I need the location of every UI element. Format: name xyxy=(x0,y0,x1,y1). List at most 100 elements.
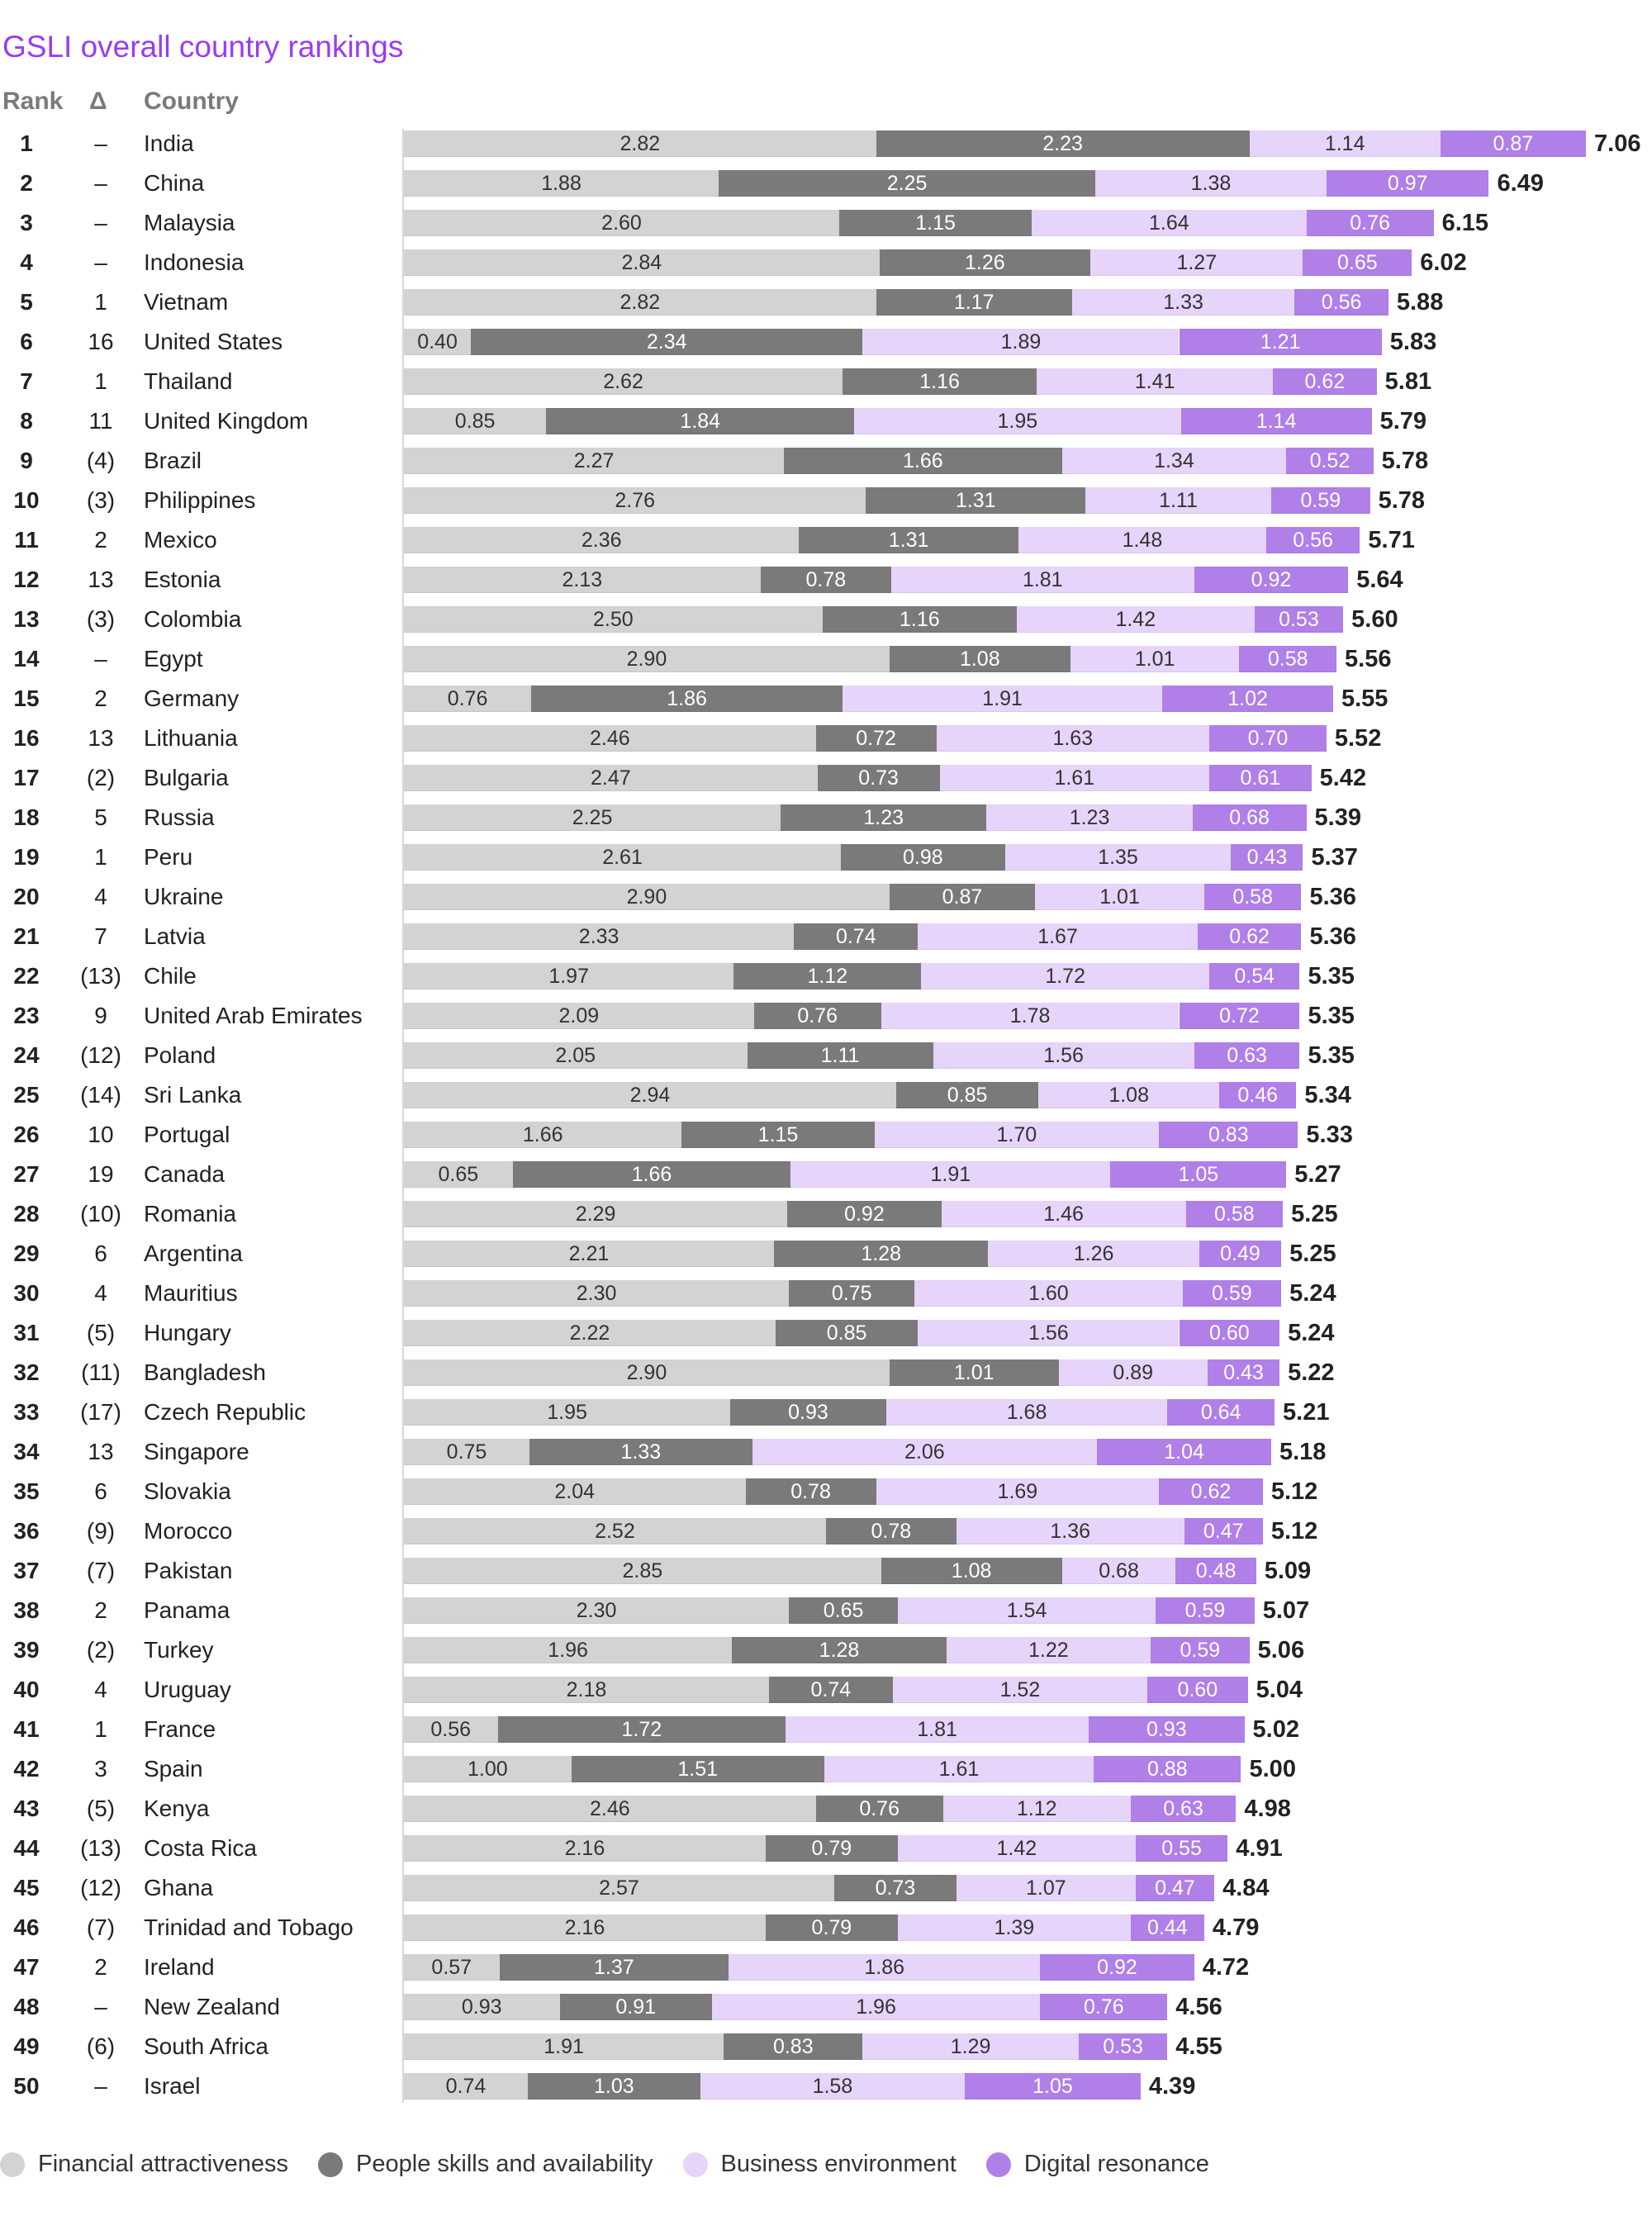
business-segment: 1.33 xyxy=(1071,289,1295,316)
people-segment: 0.79 xyxy=(765,1835,898,1862)
business-segment: 1.60 xyxy=(914,1280,1183,1307)
delta-label: 2 xyxy=(94,1597,107,1623)
legend-label: Financial attractiveness xyxy=(38,2151,289,2177)
business-segment: 1.35 xyxy=(1004,844,1232,871)
total-label: 5.27 xyxy=(1294,1161,1341,1188)
delta-label: 1 xyxy=(94,844,107,870)
delta-label: 9 xyxy=(94,1003,107,1028)
people-segment: 0.79 xyxy=(765,1914,898,1941)
business-segment: 1.91 xyxy=(843,686,1163,712)
total-label: 5.25 xyxy=(1289,1241,1336,1267)
digital-segment: 0.64 xyxy=(1167,1399,1275,1426)
delta-header: Δ xyxy=(89,88,107,115)
people-segment: 1.28 xyxy=(732,1637,947,1663)
rank-label: 25 xyxy=(13,1082,40,1108)
total-label: 6.49 xyxy=(1497,170,1544,197)
delta-label: (12) xyxy=(80,1042,121,1068)
total-label: 5.24 xyxy=(1288,1320,1335,1346)
business-segment: 1.61 xyxy=(824,1756,1094,1782)
country-label: Peru xyxy=(144,844,193,870)
financial-segment: 0.76 xyxy=(404,686,532,712)
rank-label: 5 xyxy=(20,289,33,315)
business-segment: 1.54 xyxy=(897,1597,1156,1624)
total-label: 6.02 xyxy=(1420,249,1467,276)
people-segment: 0.93 xyxy=(730,1399,886,1426)
financial-segment: 2.16 xyxy=(404,1914,766,1941)
total-label: 5.60 xyxy=(1351,606,1398,633)
business-segment: 1.42 xyxy=(897,1835,1136,1862)
country-label: Indonesia xyxy=(144,249,244,275)
business-segment: 1.39 xyxy=(897,1914,1131,1941)
rank-label: 24 xyxy=(13,1042,40,1068)
financial-segment: 2.21 xyxy=(404,1241,774,1267)
delta-label: – xyxy=(94,646,107,671)
financial-segment: 0.74 xyxy=(404,2073,528,2100)
business-segment: 1.23 xyxy=(986,804,1193,831)
country-label: Latvia xyxy=(144,923,206,949)
financial-segment: 1.97 xyxy=(404,963,734,989)
financial-segment: 1.95 xyxy=(404,1399,731,1426)
legend-label: Business environment xyxy=(720,2151,957,2177)
digital-segment: 0.44 xyxy=(1130,1914,1204,1941)
financial-segment: 2.30 xyxy=(404,1280,790,1307)
total-label: 4.79 xyxy=(1212,1914,1260,1941)
business-segment: 1.91 xyxy=(790,1161,1111,1188)
rank-label: 3 xyxy=(20,210,33,235)
country-label: Spain xyxy=(144,1756,203,1782)
digital-segment: 0.63 xyxy=(1194,1042,1300,1069)
delta-label: 7 xyxy=(94,923,107,949)
country-label: Lithuania xyxy=(144,725,238,751)
country-label: Argentina xyxy=(144,1241,243,1266)
rank-label: 7 xyxy=(20,368,33,394)
total-label: 5.35 xyxy=(1308,963,1355,989)
legend-label: People skills and availability xyxy=(356,2151,653,2177)
delta-label: 19 xyxy=(88,1161,114,1187)
business-segment: 0.89 xyxy=(1058,1359,1208,1386)
rank-label: 20 xyxy=(13,884,40,909)
rank-label: 33 xyxy=(13,1399,40,1425)
country-label: Ireland xyxy=(144,1954,215,1980)
digital-segment: 1.05 xyxy=(965,2073,1141,2100)
digital-segment: 0.61 xyxy=(1208,765,1312,791)
rank-label: 28 xyxy=(13,1201,40,1226)
digital-segment: 0.60 xyxy=(1179,1320,1280,1346)
business-segment: 1.01 xyxy=(1035,884,1204,910)
financial-segment: 2.90 xyxy=(404,884,890,910)
rank-label: 17 xyxy=(13,765,40,790)
delta-label: 6 xyxy=(94,1478,107,1504)
financial-segment: 2.82 xyxy=(404,289,876,316)
country-label: Chile xyxy=(144,963,197,989)
people-segment: 1.08 xyxy=(889,646,1070,672)
business-segment: 1.29 xyxy=(862,2033,1079,2060)
delta-label: 1 xyxy=(94,368,107,394)
delta-label: (14) xyxy=(80,1082,121,1108)
digital-segment: 0.43 xyxy=(1231,844,1303,871)
rank-label: 14 xyxy=(13,646,40,671)
digital-segment: 0.47 xyxy=(1135,1875,1215,1901)
people-segment: 1.51 xyxy=(571,1756,824,1782)
rank-label: 21 xyxy=(13,923,40,949)
business-segment: 1.22 xyxy=(946,1637,1151,1663)
delta-label: – xyxy=(94,249,107,275)
digital-segment: 0.46 xyxy=(1219,1082,1297,1108)
country-label: Bulgaria xyxy=(144,765,229,790)
delta-label: (5) xyxy=(86,1796,116,1821)
financial-segment: 0.75 xyxy=(404,1439,530,1465)
people-segment: 0.73 xyxy=(833,1875,957,1901)
financial-segment: 0.65 xyxy=(404,1161,513,1188)
total-label: 5.39 xyxy=(1314,804,1361,831)
rank-label: 22 xyxy=(13,963,40,989)
delta-label: (2) xyxy=(86,765,116,790)
digital-segment: 0.59 xyxy=(1182,1280,1282,1307)
digital-segment: 0.47 xyxy=(1184,1518,1263,1544)
people-segment: 0.98 xyxy=(841,844,1005,871)
delta-label: (10) xyxy=(80,1201,121,1226)
people-segment: 2.25 xyxy=(719,170,1096,197)
people-segment: 1.66 xyxy=(512,1161,791,1188)
delta-label: (7) xyxy=(86,1914,116,1940)
total-label: 6.15 xyxy=(1441,210,1489,236)
business-segment: 1.56 xyxy=(933,1042,1194,1069)
country-label: Canada xyxy=(144,1161,225,1187)
total-label: 5.12 xyxy=(1270,1518,1318,1544)
people-segment: 1.31 xyxy=(799,527,1018,553)
